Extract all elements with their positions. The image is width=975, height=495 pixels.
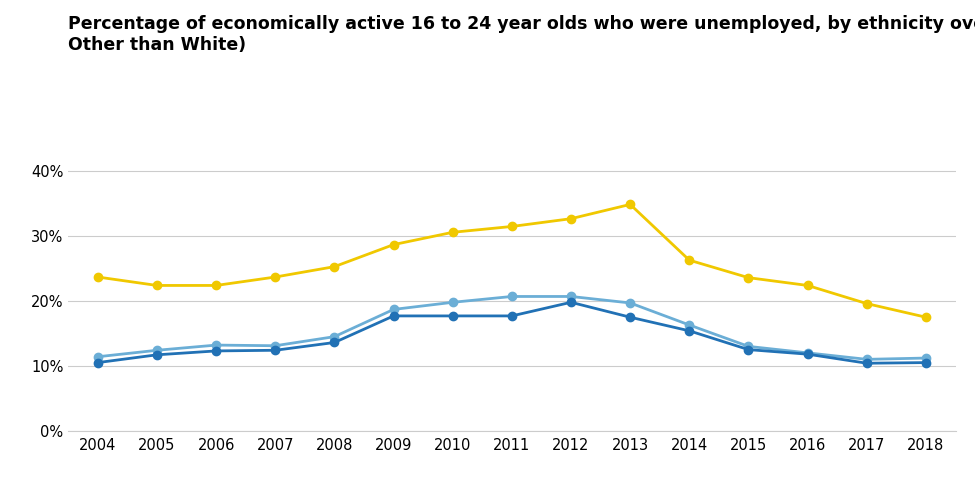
Other than White <box>801 283 813 289</box>
Other than White <box>329 264 340 270</box>
All <box>920 355 932 361</box>
White <box>151 352 163 358</box>
All <box>743 344 755 349</box>
All <box>151 347 163 353</box>
All <box>269 343 281 348</box>
All <box>566 294 577 299</box>
White <box>269 347 281 353</box>
Line: White: White <box>94 298 930 367</box>
Other than White <box>269 274 281 280</box>
White <box>624 314 636 320</box>
Line: Other than White: Other than White <box>94 200 930 321</box>
Other than White <box>506 223 518 229</box>
Other than White <box>151 283 163 289</box>
White <box>92 359 103 365</box>
All <box>447 299 458 305</box>
All <box>801 350 813 356</box>
All <box>388 306 400 312</box>
All <box>683 322 695 328</box>
White <box>506 313 518 319</box>
White <box>861 360 873 366</box>
Other than White <box>743 275 755 281</box>
Text: Percentage of economically active 16 to 24 year olds who were unemployed, by eth: Percentage of economically active 16 to … <box>68 15 975 53</box>
White <box>801 351 813 357</box>
Other than White <box>683 257 695 263</box>
White <box>920 359 932 365</box>
Other than White <box>624 201 636 207</box>
White <box>683 328 695 334</box>
All <box>211 342 222 348</box>
White <box>743 346 755 352</box>
All <box>329 334 340 340</box>
White <box>447 313 458 319</box>
White <box>329 340 340 346</box>
All <box>861 356 873 362</box>
Other than White <box>566 216 577 222</box>
Other than White <box>211 283 222 289</box>
Other than White <box>388 242 400 248</box>
Other than White <box>861 300 873 306</box>
All <box>506 294 518 299</box>
White <box>211 348 222 354</box>
White <box>566 299 577 305</box>
Other than White <box>92 274 103 280</box>
Line: All: All <box>94 293 930 363</box>
Other than White <box>920 314 932 320</box>
All <box>92 354 103 360</box>
White <box>388 313 400 319</box>
Other than White <box>447 229 458 235</box>
All <box>624 300 636 306</box>
